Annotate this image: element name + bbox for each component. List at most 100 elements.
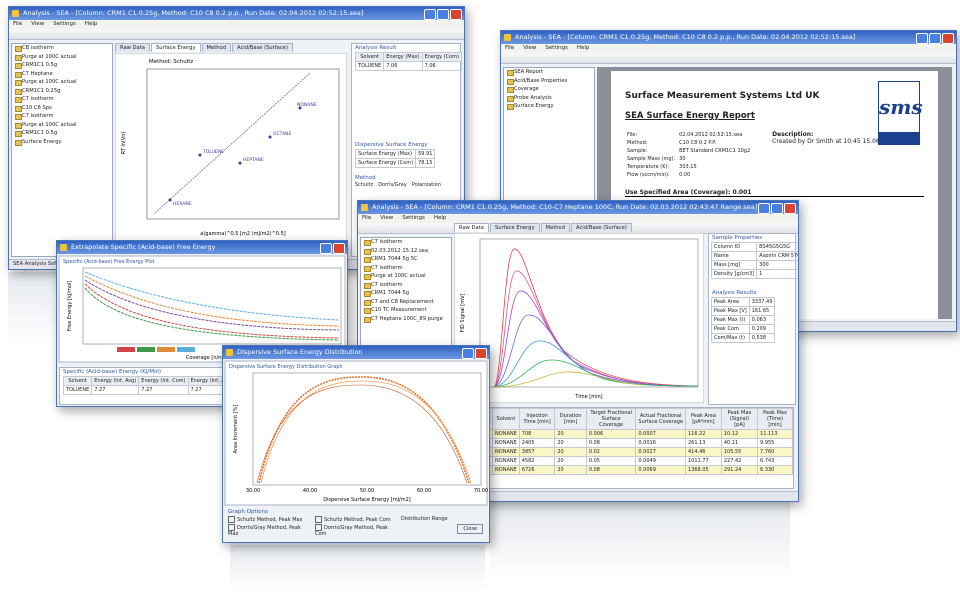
value-cell: 02.04.2012 02:52:15.sea xyxy=(677,131,752,139)
menu-item[interactable]: Help xyxy=(577,44,590,53)
menu-item[interactable]: File xyxy=(13,20,22,29)
toolbar xyxy=(501,53,956,64)
header-cell: Energy (Int. Avg) xyxy=(92,377,139,386)
close-button[interactable] xyxy=(942,33,954,44)
menu-item[interactable]: Settings xyxy=(545,44,568,53)
cell: 7.760 xyxy=(758,448,793,457)
menu-item[interactable]: File xyxy=(362,214,371,223)
value-cell: 0.063 xyxy=(749,316,775,325)
value-cell: 300 xyxy=(757,261,799,270)
tab[interactable]: Acid/Base (Surface) xyxy=(571,223,632,232)
menu-item[interactable]: View xyxy=(380,214,393,223)
cell: 0.05 xyxy=(586,457,636,466)
x-tick-label: 30.00 xyxy=(246,488,260,494)
panel-title: Analysis Result xyxy=(352,44,460,52)
close-button[interactable] xyxy=(475,348,487,359)
tab[interactable]: Raw Data xyxy=(454,223,489,232)
tree-view: CB isothermPurge at 100C actualCRM1C1 0.… xyxy=(11,43,113,257)
row: Peak Max [V]161.65 xyxy=(712,307,775,316)
header-cell: Peak Max (Time) [min] xyxy=(758,409,793,430)
graph-option[interactable]: Schultz Method, Peak Com xyxy=(315,516,398,523)
cell: 7.27 xyxy=(139,386,188,395)
tree-item: C7 Heptane 100C_89 purge xyxy=(361,315,451,324)
tree-item: C7 Heptane xyxy=(12,70,112,79)
menu-bar: File View Settings Help xyxy=(9,20,464,29)
graph-option[interactable]: Dorris/Gray Method, Peak Com xyxy=(315,524,398,537)
label-cell: Sample Mass (mg): xyxy=(625,155,677,163)
method-option[interactable]: Polarization xyxy=(412,182,441,188)
value-cell: 303.15 xyxy=(677,163,752,171)
method-option[interactable]: Dorris/Gray xyxy=(378,182,407,188)
cell: 9.955 xyxy=(758,439,793,448)
energy-table: SolventEnergy (Int. Avg)Energy (Int. Com… xyxy=(63,376,236,395)
menu-item[interactable]: View xyxy=(523,44,536,53)
reflection xyxy=(490,500,790,580)
row: File:02.04.2012 02:52:15.sea xyxy=(625,131,752,139)
label-cell: Name xyxy=(712,252,757,261)
close-button[interactable] xyxy=(784,203,796,214)
tab[interactable]: Acid/Base (Surface) xyxy=(232,43,293,52)
cell: 20 xyxy=(555,439,586,448)
chart-text: Method: Schultz xyxy=(149,59,193,65)
window-title: Analysis - SEA - [Column: CRM1 C1.0.25g,… xyxy=(23,9,363,17)
value-cell: C10 C8 0.2 P.P. xyxy=(677,139,752,147)
point-label: OCTANE xyxy=(273,131,292,137)
close-button[interactable] xyxy=(333,243,345,254)
cell: 10.12 xyxy=(721,430,757,439)
tab[interactable]: Method xyxy=(541,223,570,232)
cell: 0.0016 xyxy=(636,439,686,448)
close-button[interactable] xyxy=(450,9,462,20)
cell: 7.06 xyxy=(384,62,422,71)
close-button[interactable]: Close xyxy=(457,524,483,534)
header-cell: Peak Max (Signal) [pA] xyxy=(721,409,757,430)
label-cell: Peak Com xyxy=(712,325,750,334)
title-bar: Analysis - SEA - [Column: CRM1 C1.0.25g,… xyxy=(501,31,956,44)
cell: 2405 xyxy=(519,439,555,448)
value-cell: 161.65 xyxy=(749,307,775,316)
tree-item: C10 C8 Sps xyxy=(12,104,112,113)
tree-item: Purge at 100C actual xyxy=(12,78,112,87)
option-label: Schultz Method, Peak Max xyxy=(237,517,303,523)
menu-item[interactable]: View xyxy=(31,20,44,29)
menu-item[interactable]: Settings xyxy=(53,20,76,29)
header-cell: Energy (Int. Com) xyxy=(139,377,188,386)
x-axis-label: a(gamma)^0.5 [m2 (mJ/m2)^0.5] xyxy=(200,231,285,237)
cell: 20 xyxy=(555,457,586,466)
injection-table: Injection NameSolventInjection Time [min… xyxy=(455,408,793,475)
header-cell: Peak Area [pA*min] xyxy=(685,409,721,430)
menu-item[interactable]: File xyxy=(505,44,514,53)
section-title: Use Specified Area (Coverage): 0.001 xyxy=(625,189,924,197)
cell: 0.0027 xyxy=(636,448,686,457)
properties-panel: Sample Properties Column IDBS45G5G5GName… xyxy=(708,233,796,405)
graph-option[interactable]: Dorris/Gray Method, Peak Max xyxy=(228,524,311,537)
cell: 20 xyxy=(555,448,586,457)
tab[interactable]: Raw Data xyxy=(115,43,150,52)
title-bar: Analysis - SEA - [Column: CRM1 C1.0.25g,… xyxy=(358,201,798,214)
value-cell: BS45G5G5G xyxy=(757,243,799,252)
row: TOLUENE7.277.277.27 xyxy=(64,386,236,395)
label-cell: Column ID xyxy=(712,243,757,252)
menu-item[interactable]: Settings xyxy=(402,214,425,223)
window-title: Extrapolate Specific (Acid-base) Free En… xyxy=(71,243,215,251)
tab[interactable]: Surface Energy xyxy=(151,43,201,52)
graph-option[interactable]: Schultz Method, Peak Max xyxy=(228,516,311,523)
graph-options: Schultz Method, Peak Max Schultz Method, … xyxy=(225,516,398,537)
window-title: Dispersive Surface Energy Distribution xyxy=(237,348,363,356)
value-cell: 1 xyxy=(757,270,799,279)
chart-title: Specific (Acid-base) Free Energy Plot xyxy=(63,259,155,265)
point-label: TOLUENE xyxy=(202,149,224,155)
tree-item: CRM1C1 0.5g xyxy=(12,129,112,138)
method-option[interactable]: Schultz xyxy=(355,182,373,188)
label-cell: Peak Max (t) xyxy=(712,316,750,325)
menu-item[interactable]: Help xyxy=(85,20,98,29)
tree-item: Purge at 100C actual xyxy=(361,272,451,281)
cell: 261.13 xyxy=(685,439,721,448)
header-cell: Energy (Max) xyxy=(384,53,422,62)
cell: 0.0007 xyxy=(636,430,686,439)
tab[interactable]: Method xyxy=(202,43,231,52)
menu-item[interactable]: Help xyxy=(434,214,447,223)
tab[interactable]: Surface Energy xyxy=(490,223,540,232)
tree-item: Purge at 100C actual xyxy=(12,121,112,130)
